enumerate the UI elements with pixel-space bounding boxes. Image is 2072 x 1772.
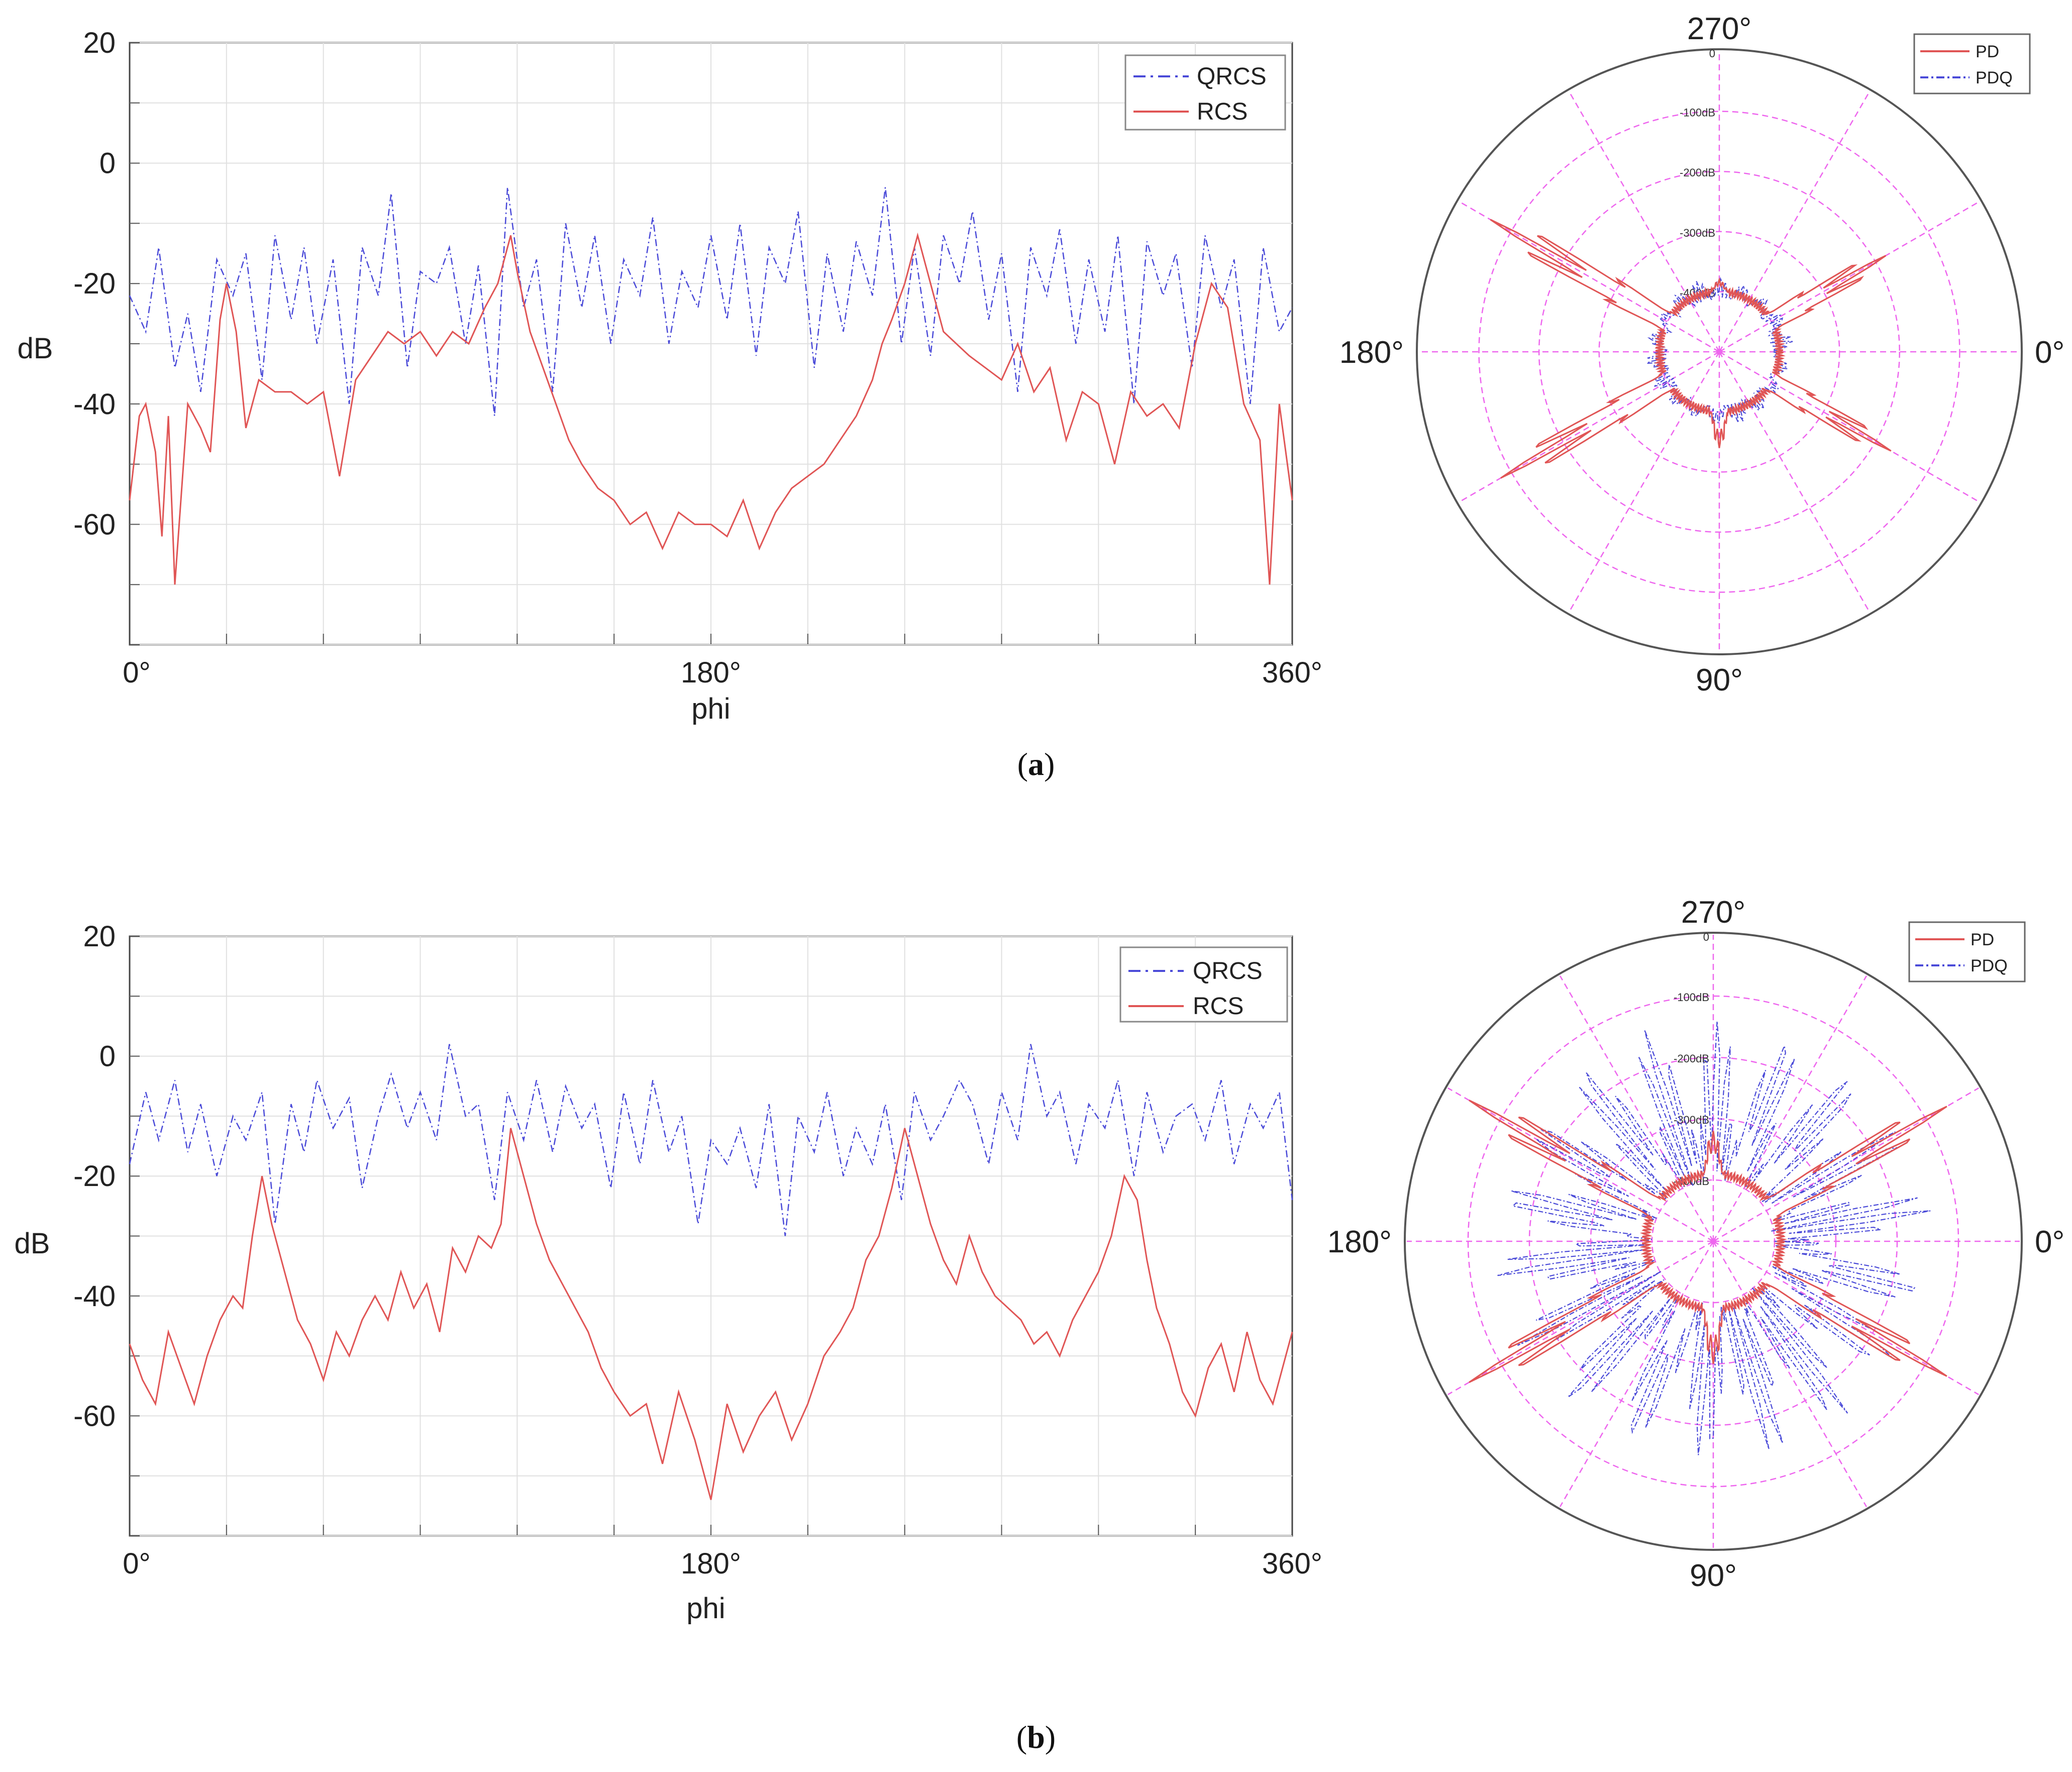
x-tick-label: 0° bbox=[123, 656, 150, 689]
legend-box bbox=[1908, 921, 2026, 982]
cartesian-plot-b: 20 0 -20 -40 -60 0° 180° 360° dB phi QRCS RCS bbox=[15, 920, 1322, 1625]
polar-radial-label: -100dB bbox=[1674, 991, 1709, 1004]
y-tick-label: -60 bbox=[73, 1400, 116, 1432]
polar-angle-label: 270° bbox=[1681, 895, 1745, 930]
legend-box bbox=[1913, 33, 2031, 94]
polar-ring bbox=[1538, 170, 1901, 533]
polar-spoke bbox=[1713, 1240, 1979, 1396]
polar-plot-b: 0-100dB-200dB-300dB-400dB270°0°90°180°PD… bbox=[1327, 895, 2065, 1593]
x-axis-label: phi bbox=[691, 693, 730, 725]
legend-pdq-label: PDQ bbox=[1976, 68, 2013, 87]
y-tick-label: 0 bbox=[99, 1040, 116, 1073]
y-tick-label: -20 bbox=[73, 267, 116, 300]
y-tick-label: -40 bbox=[73, 1280, 116, 1313]
y-axis-label: dB bbox=[18, 332, 53, 365]
legend-pdq-label: PDQ bbox=[1971, 956, 2008, 975]
polar-spoke bbox=[1559, 975, 1714, 1242]
legend: QRCS RCS bbox=[1124, 54, 1286, 131]
polar-angle-label: 180° bbox=[1327, 1225, 1392, 1259]
legend-rcs-label: RCS bbox=[1193, 993, 1244, 1020]
polar-angle-label: 270° bbox=[1687, 12, 1751, 46]
legend: QRCS RCS bbox=[1119, 946, 1288, 1023]
x-tick-label: 180° bbox=[681, 656, 741, 689]
y-tick-label: 20 bbox=[83, 920, 116, 953]
polar-angle-label: 180° bbox=[1339, 335, 1404, 370]
cartesian-plot-a: 20 0 -20 -40 -60 0° 180° 360° dB phi QRCS RCS bbox=[18, 27, 1322, 725]
series-qrcs bbox=[129, 1044, 1293, 1236]
polar-spoke bbox=[1447, 1087, 1714, 1242]
y-axis-label: dB bbox=[15, 1227, 50, 1260]
series-pd bbox=[1469, 1100, 1947, 1383]
legend-rcs-label: RCS bbox=[1197, 99, 1248, 125]
series-pd bbox=[1490, 219, 1892, 479]
y-tick-label: -40 bbox=[73, 388, 116, 421]
polar-radial-label: -200dB bbox=[1680, 166, 1715, 179]
legend-pd-label: PD bbox=[1976, 42, 1999, 61]
x-axis-label: phi bbox=[686, 1592, 725, 1625]
series-qrcs bbox=[129, 187, 1293, 416]
x-tick-label: 360° bbox=[1262, 1547, 1322, 1580]
caption-a: (a) bbox=[1017, 746, 1055, 782]
legend-qrcs-label: QRCS bbox=[1197, 63, 1267, 90]
polar-radial-label: 0 bbox=[1709, 47, 1715, 60]
polar-legend: PD PDQ bbox=[1913, 33, 2031, 94]
polar-angle-label: 90° bbox=[1690, 1558, 1737, 1593]
x-tick-label: 0° bbox=[123, 1547, 150, 1580]
polar-ring bbox=[1598, 231, 1840, 473]
polar-spoke bbox=[1559, 1241, 1714, 1507]
polar-angle-label: 90° bbox=[1696, 663, 1743, 698]
polar-radial-label: -300dB bbox=[1680, 227, 1715, 239]
polar-center bbox=[1716, 349, 1722, 355]
y-tick-label: -60 bbox=[73, 508, 116, 541]
series-rcs bbox=[129, 1128, 1293, 1500]
legend-pd-label: PD bbox=[1971, 930, 1994, 949]
series-rcs bbox=[129, 232, 1293, 585]
series-pdq bbox=[1497, 1021, 1931, 1455]
x-tick-label: 180° bbox=[681, 1547, 741, 1580]
polar-radial-label: -300dB bbox=[1674, 1114, 1709, 1126]
polar-center bbox=[1710, 1238, 1716, 1244]
y-tick-label: 0 bbox=[99, 147, 116, 180]
polar-angle-label: 0° bbox=[2035, 1225, 2064, 1259]
legend-qrcs-label: QRCS bbox=[1193, 958, 1263, 985]
y-tick-label: 20 bbox=[83, 27, 116, 59]
polar-legend: PD PDQ bbox=[1908, 921, 2026, 982]
polar-ring bbox=[1478, 111, 1960, 593]
polar-spoke bbox=[1712, 975, 1868, 1242]
polar-spoke bbox=[1712, 1241, 1868, 1507]
x-tick-label: 360° bbox=[1262, 656, 1322, 689]
polar-plot-a: 0-100dB-200dB-300dB-400dB270°0°90°180°PD… bbox=[1339, 12, 2065, 698]
y-tick-label: -20 bbox=[73, 1160, 116, 1193]
polar-radial-label: 0 bbox=[1703, 931, 1709, 943]
polar-angle-label: 0° bbox=[2035, 335, 2064, 370]
polar-radial-label: -100dB bbox=[1680, 107, 1715, 119]
caption-b: (b) bbox=[1016, 1719, 1056, 1755]
polar-spoke bbox=[1447, 1240, 1714, 1396]
